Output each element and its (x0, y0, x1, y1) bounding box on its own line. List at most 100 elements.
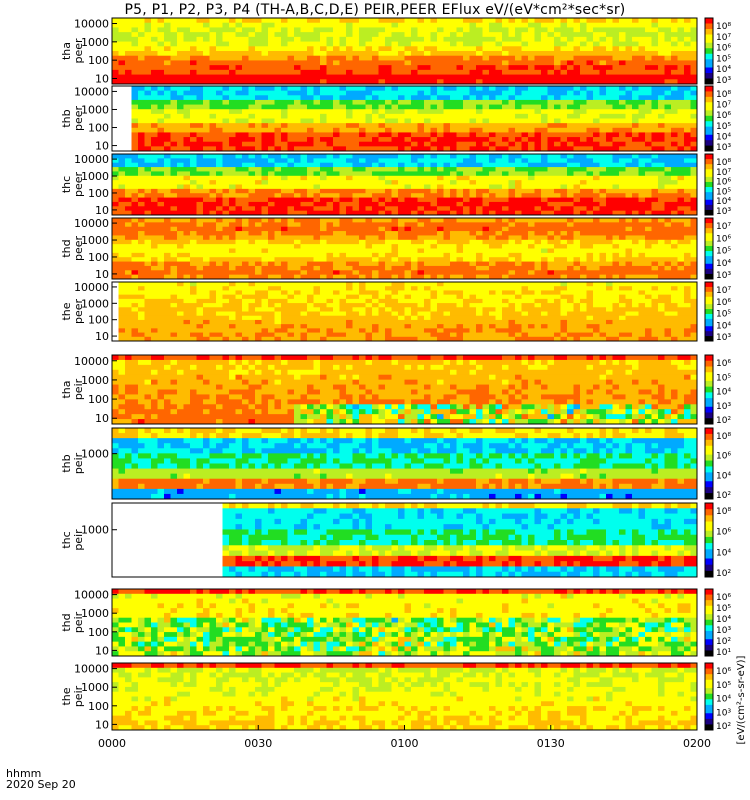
heatmap-cell (547, 201, 555, 207)
heatmap-cell (430, 146, 438, 152)
heatmap-cell (385, 239, 392, 245)
heatmap-cell (229, 60, 236, 66)
heatmap-cell (424, 252, 431, 258)
heatmap-cell (599, 36, 607, 42)
heatmap-cell (118, 265, 126, 271)
heatmap-cell (131, 118, 139, 124)
heatmap-cell (554, 244, 561, 249)
heatmap-cell (138, 146, 145, 152)
heatmap-cell (339, 141, 347, 147)
heatmap-cell (612, 32, 620, 38)
heatmap-cell (573, 162, 581, 168)
heatmap-cell (151, 99, 158, 105)
heatmap-cell (489, 27, 496, 33)
heatmap-cell (339, 184, 347, 190)
heatmap-cell (508, 188, 516, 194)
heatmap-cell (391, 141, 399, 147)
heatmap-cell (300, 65, 308, 71)
heatmap-cell (190, 231, 197, 236)
heatmap-cell (261, 104, 269, 110)
heatmap-cell (534, 274, 542, 280)
heatmap-cell (541, 206, 548, 212)
heatmap-cell (586, 46, 594, 52)
heatmap-cell (281, 113, 288, 119)
heatmap-cell (196, 201, 204, 207)
heatmap-cell (664, 65, 672, 71)
heatmap-cell (138, 218, 145, 223)
heatmap-cell (502, 171, 509, 177)
heatmap-cell (346, 46, 353, 52)
heatmap-cell (456, 74, 464, 80)
heatmap-cell (294, 218, 301, 223)
heatmap-cell (248, 206, 256, 212)
heatmap-cell (560, 239, 568, 245)
heatmap-cell (144, 239, 152, 245)
heatmap-cell (209, 248, 217, 254)
heatmap-cell (632, 222, 639, 228)
heatmap-cell (274, 55, 282, 61)
panel-label-instrument: thc (60, 176, 73, 193)
heatmap-cell (534, 193, 542, 198)
heatmap-cell (606, 79, 613, 85)
heatmap-cell (307, 32, 314, 38)
heatmap-cell (359, 146, 366, 152)
heatmap-cell (515, 51, 522, 57)
heatmap-cell (573, 171, 581, 177)
heatmap-cell (664, 22, 672, 28)
heatmap-cell (281, 137, 288, 143)
heatmap-cell (404, 132, 412, 138)
heatmap-cell (593, 226, 600, 232)
heatmap-cell (203, 265, 210, 271)
heatmap-cell (638, 95, 646, 101)
heatmap-cell (346, 210, 353, 216)
heatmap-cell (352, 248, 360, 254)
heatmap-cell (671, 127, 678, 133)
heatmap-cell (261, 257, 269, 262)
heatmap-cell (489, 141, 496, 147)
heatmap-cell (352, 270, 360, 276)
heatmap-cell (593, 18, 600, 24)
heatmap-cell (593, 270, 600, 276)
heatmap-cell (456, 118, 464, 124)
heatmap-cell (560, 123, 568, 129)
heatmap-cell (144, 257, 152, 262)
heatmap-cell (632, 141, 639, 147)
heatmap-cell (619, 146, 626, 152)
heatmap-cell (619, 235, 626, 241)
heatmap-cell (612, 235, 620, 241)
heatmap-cell (482, 248, 490, 254)
heatmap-cell (248, 69, 256, 75)
heatmap-cell (417, 69, 425, 75)
heatmap-cell (320, 235, 327, 241)
heatmap-cell (255, 137, 262, 143)
heatmap-cell (274, 252, 282, 258)
heatmap-cell (378, 36, 386, 42)
heatmap-cell (599, 132, 607, 138)
heatmap-cell (580, 175, 587, 181)
heatmap-cell (515, 36, 522, 42)
heatmap-cell (138, 201, 145, 207)
heatmap-cell (268, 74, 275, 80)
heatmap-cell (112, 175, 119, 181)
heatmap-cell (671, 197, 678, 203)
heatmap-cell (391, 274, 399, 280)
heatmap-cell (469, 86, 477, 92)
heatmap-cell (645, 132, 652, 138)
heatmap-cell (385, 180, 392, 185)
heatmap-cell (567, 51, 574, 57)
heatmap-cell (677, 86, 685, 92)
heatmap-cell (300, 218, 308, 223)
heatmap-cell (502, 252, 509, 258)
heatmap-cell (359, 184, 366, 190)
heatmap-cell (541, 274, 548, 280)
heatmap-cell (417, 231, 425, 236)
heatmap-cell (677, 184, 685, 190)
heatmap-cell (346, 32, 353, 38)
heatmap-cell (203, 257, 210, 262)
heatmap-cell (573, 36, 581, 42)
heatmap-cell (157, 162, 165, 168)
heatmap-cell (131, 36, 139, 42)
heatmap-cell (619, 36, 626, 42)
heatmap-cell (326, 104, 334, 110)
heatmap-cell (300, 90, 308, 96)
